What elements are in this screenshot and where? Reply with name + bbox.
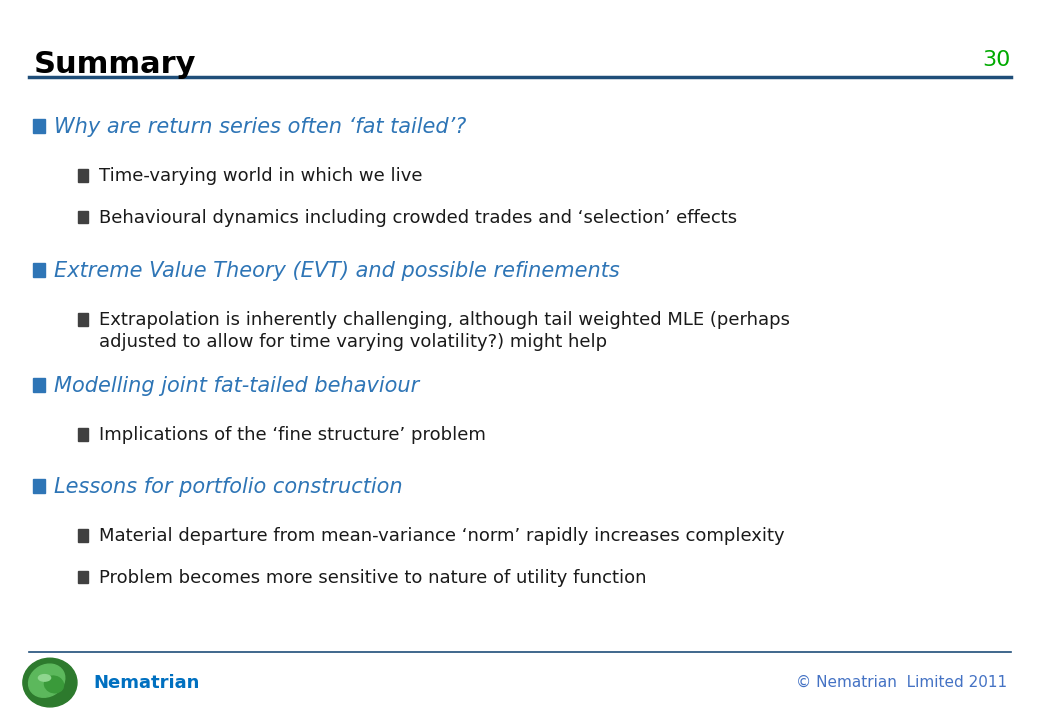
Text: Implications of the ‘fine structure’ problem: Implications of the ‘fine structure’ pro…: [99, 426, 486, 444]
Text: Problem becomes more sensitive to nature of utility function: Problem becomes more sensitive to nature…: [99, 569, 646, 587]
Ellipse shape: [23, 658, 77, 707]
Bar: [33, 479, 45, 493]
Text: © Nematrian  Limited 2011: © Nematrian Limited 2011: [796, 675, 1007, 690]
Text: Material departure from mean-variance ‘norm’ rapidly increases complexity: Material departure from mean-variance ‘n…: [99, 527, 784, 545]
Text: Extreme Value Theory (EVT) and possible refinements: Extreme Value Theory (EVT) and possible …: [54, 261, 620, 281]
Text: Why are return series often ‘fat tailed’?: Why are return series often ‘fat tailed’…: [54, 117, 467, 137]
Bar: [78, 529, 87, 541]
Ellipse shape: [38, 675, 51, 681]
Bar: [33, 119, 45, 133]
Text: Modelling joint fat-tailed behaviour: Modelling joint fat-tailed behaviour: [54, 376, 419, 396]
Text: Summary: Summary: [33, 50, 196, 79]
Text: 30: 30: [983, 50, 1011, 71]
Text: Time-varying world in which we live: Time-varying world in which we live: [99, 167, 422, 185]
Text: Nematrian: Nematrian: [94, 674, 200, 691]
Text: Extrapolation is inherently challenging, although tail weighted MLE (perhaps
adj: Extrapolation is inherently challenging,…: [99, 311, 789, 351]
Ellipse shape: [45, 676, 63, 693]
Bar: [78, 169, 87, 181]
Ellipse shape: [28, 664, 64, 697]
Bar: [78, 571, 87, 583]
Bar: [78, 313, 87, 325]
Text: Lessons for portfolio construction: Lessons for portfolio construction: [54, 477, 402, 497]
Text: Behavioural dynamics including crowded trades and ‘selection’ effects: Behavioural dynamics including crowded t…: [99, 209, 737, 227]
Bar: [78, 428, 87, 441]
Bar: [33, 378, 45, 392]
Bar: [78, 211, 87, 223]
Bar: [33, 263, 45, 277]
